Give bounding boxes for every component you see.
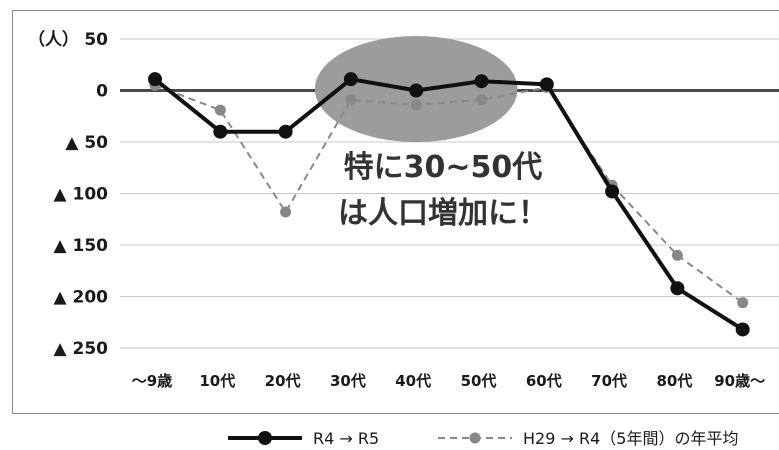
data-point-r4-r5 — [213, 124, 228, 139]
legend-label-r4-r5: R4 → R5 — [313, 429, 379, 448]
data-point-r4-r5 — [735, 322, 750, 337]
data-point-h29-r4 — [280, 206, 292, 218]
annotation-text: 特に30~50代 — [344, 150, 543, 185]
data-point-h29-r4 — [737, 297, 749, 309]
data-point-r4-r5 — [409, 83, 424, 98]
x-tick-label: 40代 — [395, 372, 431, 390]
y-axis-labels: 50 0 ▲ 50 ▲ 100 ▲ 150 ▲ 200 ▲ 250 （人） — [28, 29, 108, 359]
y-unit-label: （人） — [28, 29, 79, 50]
data-point-r4-r5 — [474, 74, 489, 89]
x-tick-label: 〜9歳 — [132, 372, 172, 390]
data-point-r4-r5 — [278, 124, 293, 139]
data-point-h29-r4 — [476, 94, 487, 106]
y-tick-label: ▲ 50 — [65, 133, 108, 153]
y-tick-label: 0 — [96, 82, 108, 102]
series-line-r4-r5 — [153, 77, 744, 332]
x-tick-label: 50代 — [461, 372, 497, 390]
y-tick-label: ▲ 250 — [54, 339, 109, 359]
x-tick-label: 70代 — [591, 372, 627, 390]
y-tick-label: ▲ 100 — [54, 185, 109, 205]
data-point-r4-r5 — [343, 72, 358, 87]
y-tick-label: 50 — [84, 30, 108, 50]
data-point-h29-r4 — [671, 249, 683, 261]
data-point-r4-r5 — [670, 281, 685, 296]
data-point-h29-r4 — [214, 104, 226, 116]
legend-marker-r4-r5 — [258, 431, 272, 445]
data-point-r4-r5 — [539, 77, 554, 92]
legend-label-h29-r4: H29 → R4（5年間）の年平均 — [523, 429, 738, 448]
x-tick-label: 80代 — [656, 372, 692, 390]
x-tick-label: 10代 — [199, 372, 235, 390]
data-point-r4-r5 — [605, 184, 620, 199]
y-tick-label: ▲ 150 — [54, 236, 109, 256]
y-tick-label: ▲ 200 — [54, 288, 109, 308]
legend-marker-h29-r4 — [469, 432, 481, 444]
legend: R4 → R5 H29 → R4（5年間）の年平均 — [228, 429, 738, 448]
annotation-text: は人口増加に！ — [338, 196, 548, 231]
data-point-h29-r4 — [410, 99, 422, 111]
x-tick-label: 30代 — [330, 372, 366, 390]
data-point-h29-r4 — [345, 94, 357, 106]
x-tick-label: 60代 — [526, 372, 562, 390]
x-tick-label: 90歳〜 — [714, 372, 765, 390]
data-point-r4-r5 — [148, 72, 162, 87]
x-tick-label: 20代 — [265, 372, 301, 390]
x-axis-labels: 〜9歳 10代 20代 30代 40代 50代 60代 70代 80代 90歳〜 — [132, 372, 765, 390]
chart-frame — [12, 10, 779, 414]
series-lines — [148, 72, 750, 337]
